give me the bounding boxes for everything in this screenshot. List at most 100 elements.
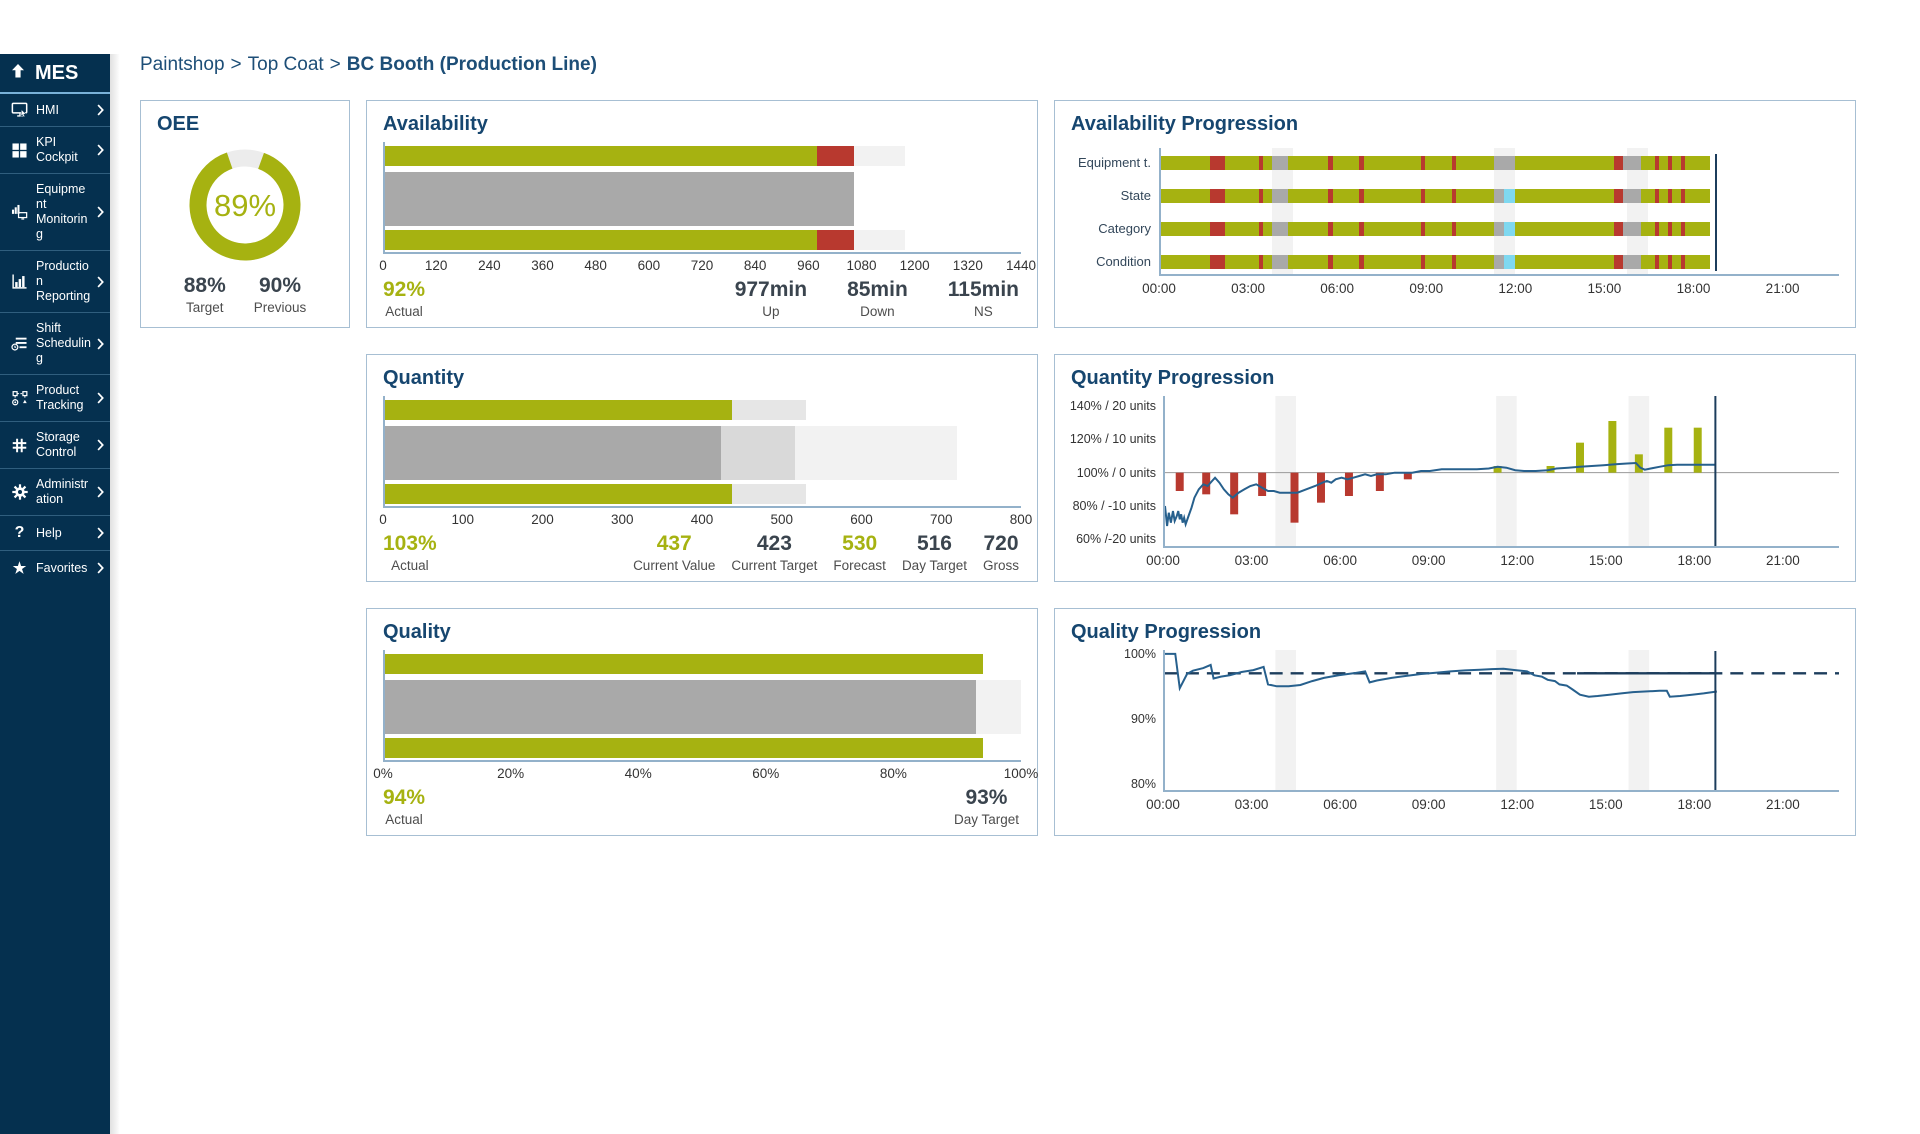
sidebar-item-production-reporting[interactable]: Production Reporting	[0, 250, 110, 312]
stat-label: Gross	[982, 558, 1019, 574]
stat-value: 720	[983, 532, 1019, 555]
timeline-segment	[1494, 255, 1505, 269]
breadcrumb-link[interactable]: Top Coat	[247, 54, 324, 75]
time-tick: 09:00	[1409, 281, 1444, 296]
time-tick: 15:00	[1587, 281, 1622, 296]
axis-tick: 1200	[899, 258, 930, 273]
axis-tick: 800	[1009, 512, 1033, 527]
timeline-segment	[1328, 189, 1333, 203]
axis-tick: 400	[690, 512, 714, 527]
timeline-segment	[1161, 255, 1210, 269]
availability-card: Availability 0 120 240 360 480 600 720 840 960 10…	[366, 100, 1038, 328]
storage-control-icon	[9, 438, 30, 453]
timeline-segment	[1332, 222, 1360, 236]
bar-segment	[385, 680, 977, 734]
timeline-segment	[1363, 156, 1421, 170]
time-tick: 09:00	[1411, 797, 1446, 812]
favorites-star-icon: ★	[12, 560, 27, 577]
timeline-segment	[1161, 156, 1210, 170]
timeline-segment	[1451, 189, 1457, 203]
kpi-grid-icon	[9, 142, 30, 158]
timeline-segment	[1494, 189, 1505, 203]
timeline-segment	[1262, 222, 1273, 236]
chevron-right-icon	[97, 337, 105, 350]
svg-text:89%: 89%	[214, 188, 276, 223]
timeline-segment	[1680, 189, 1686, 203]
timeline-segment	[1363, 222, 1421, 236]
sidebar-item-product-tracking[interactable]: Product Tracking	[0, 374, 110, 421]
stat: 720 Gross	[983, 532, 1019, 573]
y-axis-label: 100% / 0 units	[1076, 465, 1156, 480]
bar-segment	[385, 426, 722, 480]
breadcrumb-link[interactable]: Paintshop	[140, 54, 225, 75]
product-tracking-icon	[9, 390, 30, 406]
stat-label: Down	[860, 304, 895, 320]
sidebar-item-label: Help	[36, 525, 62, 540]
up-arrow-icon	[10, 62, 26, 85]
timeline-segment	[1272, 156, 1289, 170]
timeline-row-label: Equipment t.	[1078, 155, 1151, 170]
bar-segment	[385, 230, 817, 250]
time-tick: 00:00	[1146, 797, 1180, 812]
sidebar-brand[interactable]: MES	[0, 54, 110, 94]
quality-card: Quality 0% 20% 40% 60% 80% 100% 94% Actual 93% D…	[366, 608, 1038, 836]
stat-label: Target	[185, 300, 224, 316]
timeline-segment	[1209, 156, 1225, 170]
chevron-right-icon	[97, 275, 105, 288]
timeline-segment	[1685, 222, 1711, 236]
sidebar-item-hmi[interactable]: HMI	[0, 94, 110, 126]
time-axis-ticks: 00:00 03:00 06:00 09:00 12:00 15:00 18:00 21:00	[1146, 553, 1839, 571]
time-tick: 18:00	[1677, 797, 1712, 812]
time-tick: 21:00	[1765, 281, 1800, 296]
time-axis-ticks: 00:00 03:00 06:00 09:00 12:00 15:00 18:00 21:00	[1142, 281, 1839, 299]
time-axis-ticks: 00:00 03:00 06:00 09:00 12:00 15:00 18:00 21:00	[1146, 797, 1839, 815]
timeline-segment	[1640, 189, 1655, 203]
sidebar-item-favorites[interactable]: ★ Favorites	[0, 550, 110, 585]
stat: 516 Day Target	[902, 532, 967, 573]
sidebar-item-label: Administration	[36, 477, 89, 506]
sidebar-item-shift-scheduling[interactable]: Shift Scheduling	[0, 312, 110, 374]
timeline-segment	[1258, 255, 1263, 269]
stat: 115min NS	[948, 278, 1019, 319]
timeline-segment	[1209, 255, 1225, 269]
timeline-segment	[1685, 189, 1711, 203]
chevron-right-icon	[97, 439, 105, 451]
sidebar-item-equipment-monitoring[interactable]: Equipment Monitoring	[0, 173, 110, 250]
stat-label: Day Target	[901, 558, 967, 574]
time-tick: 00:00	[1146, 553, 1180, 568]
timeline-segment	[1456, 255, 1495, 269]
sidebar-item-help[interactable]: ? Help	[0, 515, 110, 550]
timeline-segment	[1456, 156, 1495, 170]
help-icon: ?	[14, 524, 25, 541]
sidebar-item-kpi-cockpit[interactable]: KPI Cockpit	[0, 126, 110, 173]
sidebar-item-storage-control[interactable]: Storage Control	[0, 421, 110, 468]
stats-right-group: 437 Current Value 423 Current Target 530 Fore…	[633, 532, 1021, 573]
stat-value: 530	[842, 532, 878, 555]
timeline-segment	[1654, 156, 1659, 170]
timeline-segment	[1332, 255, 1360, 269]
timeline-segment	[1451, 222, 1457, 236]
time-tick: 15:00	[1588, 553, 1623, 568]
stat-value: 423	[756, 532, 792, 555]
timeline-segment	[1672, 222, 1681, 236]
stat-value: 85min	[847, 278, 908, 301]
chevron-right-icon	[97, 486, 105, 498]
background-band	[1627, 148, 1649, 274]
timeline-segment	[1328, 156, 1333, 170]
stat-value: 90%	[259, 274, 302, 297]
y-axis-label: 60% /-20 units	[1076, 532, 1156, 547]
kpi-grid: OEE 89% 88% Target 90% Previous Availabilit…	[140, 100, 1920, 836]
time-tick: 06:00	[1323, 553, 1358, 568]
timeline-segment	[1623, 255, 1641, 269]
sidebar-item-administration[interactable]: Administration	[0, 468, 110, 515]
monitor-icon	[9, 102, 30, 118]
timeline-segment	[1224, 222, 1259, 236]
timeline-segment	[1425, 255, 1452, 269]
timeline-segment	[1504, 189, 1515, 203]
stat-value: 94%	[383, 786, 426, 809]
axis-tick: 700	[929, 512, 953, 527]
axis-tick: 240	[478, 258, 501, 273]
quantity-progression-card: Quantity Progression 140% / 20 units 120%…	[1054, 354, 1856, 582]
time-tick: 21:00	[1766, 553, 1800, 568]
stat-label: Previous	[253, 300, 307, 316]
